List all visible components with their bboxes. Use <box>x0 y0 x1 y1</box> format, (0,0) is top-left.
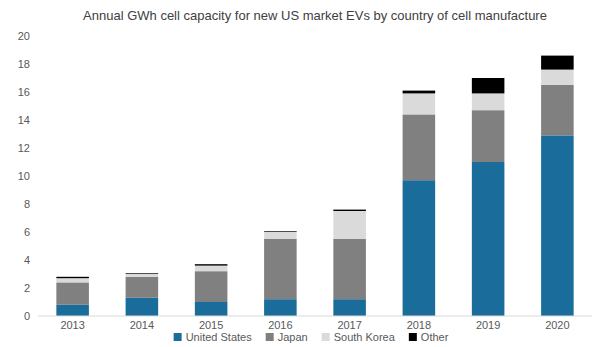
bar-segment <box>403 91 436 94</box>
bar-segment <box>403 93 436 114</box>
legend-label: Japan <box>278 331 308 343</box>
y-tick-label: 0 <box>24 310 30 322</box>
y-tick-label: 20 <box>18 30 30 42</box>
legend-marker <box>174 333 182 341</box>
bar-segment <box>126 274 159 277</box>
bar-segment <box>264 231 297 233</box>
bar-segment <box>195 271 228 302</box>
y-tick-label: 6 <box>24 226 30 238</box>
bar-segment <box>126 298 159 316</box>
bar-segment <box>56 277 89 278</box>
x-axis-line <box>38 316 592 317</box>
bar-segment <box>472 93 505 110</box>
title: Annual GWh cell capacity for new US mark… <box>83 8 547 23</box>
bar-segment <box>126 273 159 275</box>
bar-segment <box>541 70 574 85</box>
bar-segment <box>472 78 505 93</box>
bar-segment <box>333 239 366 299</box>
bar-segment <box>403 114 436 180</box>
y-tick-label: 18 <box>18 58 30 70</box>
x-tick-label: 2018 <box>407 319 431 331</box>
x-tick-label: 2013 <box>60 319 84 331</box>
legend: United States Japan South Korea Other <box>174 331 449 343</box>
bar-segment <box>56 305 89 316</box>
x-tick-label: 2017 <box>337 319 361 331</box>
bar-segment <box>264 232 297 239</box>
bar-segment <box>403 180 436 316</box>
legend-label: Other <box>421 331 449 343</box>
bar-segment <box>333 210 366 211</box>
bar-segment <box>333 211 366 239</box>
y-tick-label: 16 <box>18 86 30 98</box>
x-tick-label: 2020 <box>545 319 569 331</box>
bars <box>56 56 573 316</box>
legend-label: United States <box>186 331 253 343</box>
x-tick-label: 2019 <box>476 319 500 331</box>
bar-segment <box>126 277 159 298</box>
legend-marker <box>266 333 274 341</box>
legend-marker <box>322 333 330 341</box>
bar-segment <box>195 266 228 272</box>
legend-marker <box>409 333 417 341</box>
bar-segment <box>195 302 228 316</box>
bar-segment <box>541 135 574 316</box>
bar-segment <box>56 278 89 282</box>
bar-segment <box>264 299 297 316</box>
y-tick-label: 8 <box>24 198 30 210</box>
bar-segment <box>541 56 574 70</box>
chart: Annual GWh cell capacity for new US mark… <box>0 0 602 347</box>
bar-segment <box>472 162 505 316</box>
y-tick-label: 2 <box>24 282 30 294</box>
bar-segment <box>264 239 297 299</box>
y-tick-label: 10 <box>18 170 30 182</box>
y-tick-label: 4 <box>24 254 30 266</box>
y-tick-label: 14 <box>18 114 30 126</box>
bar-segment <box>195 264 228 265</box>
bar-segment <box>56 282 89 304</box>
bar-segment <box>333 299 366 316</box>
x-tick-label: 2014 <box>130 319 154 331</box>
x-tick-label: 2016 <box>268 319 292 331</box>
bar-segment <box>541 85 574 135</box>
legend-label: South Korea <box>334 331 396 343</box>
bar-segment <box>472 110 505 162</box>
x-tick-label: 2015 <box>199 319 223 331</box>
y-tick-label: 12 <box>18 142 30 154</box>
